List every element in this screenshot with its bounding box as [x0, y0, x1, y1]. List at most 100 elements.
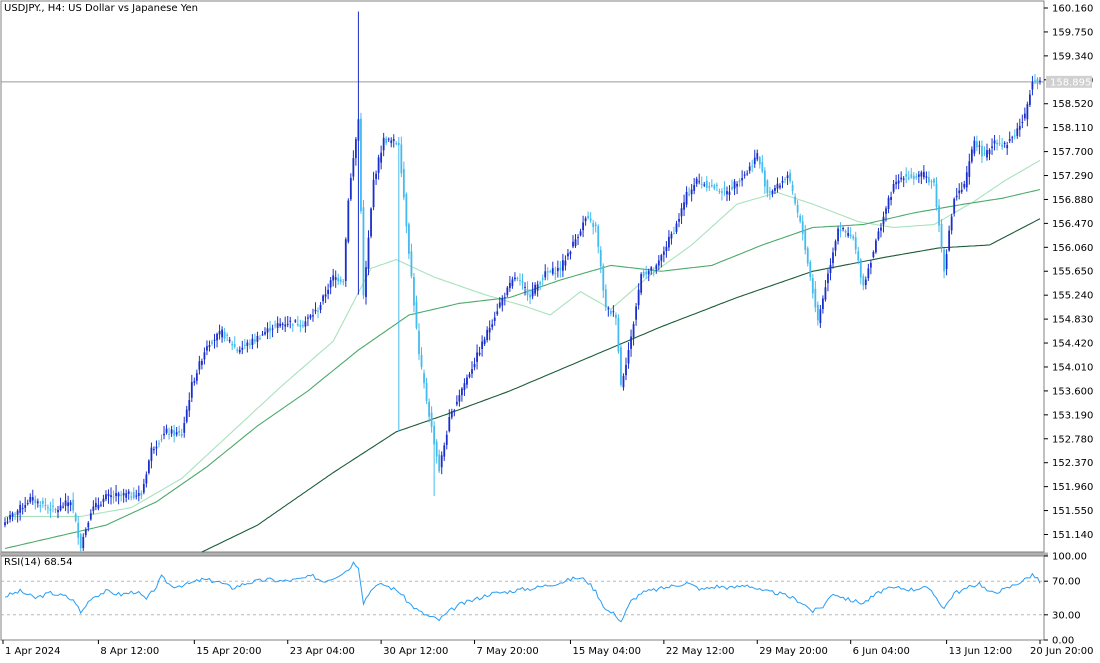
- candle-body: [584, 218, 587, 222]
- candle-body: [458, 395, 461, 402]
- candle: [269, 320, 271, 340]
- candle-body: [796, 204, 799, 213]
- candle-body: [347, 200, 350, 242]
- candle-body: [304, 321, 307, 327]
- candle-body: [261, 334, 264, 336]
- candle: [483, 336, 486, 346]
- candle: [693, 177, 696, 195]
- candle-body: [556, 267, 559, 272]
- candle-body: [708, 186, 711, 188]
- candle-body: [774, 187, 776, 191]
- candle: [473, 357, 476, 371]
- candle: [920, 170, 923, 185]
- candle: [668, 230, 670, 252]
- candle-body: [26, 503, 29, 505]
- candle-body: [693, 184, 696, 191]
- candle-body: [372, 179, 375, 208]
- candle-body: [1003, 142, 1006, 144]
- candle-body: [804, 230, 807, 250]
- candle: [79, 532, 82, 552]
- candle: [950, 213, 953, 235]
- candle-body: [352, 158, 355, 177]
- candle-body: [299, 324, 302, 327]
- time-tick-label: 13 Jun 12:00: [949, 646, 1013, 657]
- candle-body: [375, 173, 377, 180]
- candle-body: [173, 430, 176, 436]
- candle: [185, 405, 188, 424]
- candle: [206, 340, 208, 356]
- candle-body: [885, 208, 887, 214]
- candle-body: [198, 361, 201, 370]
- candle-body: [19, 504, 22, 513]
- candle-body: [897, 180, 900, 184]
- candle: [352, 150, 355, 181]
- candle-body: [746, 173, 749, 175]
- candle: [804, 224, 807, 255]
- price-tick-label: 154.830: [1052, 315, 1093, 326]
- candle-body: [958, 190, 961, 194]
- candle-body: [705, 180, 708, 188]
- candle: [602, 263, 605, 299]
- candle: [892, 179, 895, 194]
- candle: [112, 490, 115, 504]
- candle-body: [710, 185, 713, 187]
- candle: [564, 255, 567, 271]
- time-tick-label: 29 May 20:00: [759, 646, 828, 657]
- candle: [746, 170, 749, 176]
- candle: [723, 181, 726, 196]
- candle: [208, 340, 211, 352]
- candle: [880, 223, 882, 238]
- candle: [829, 258, 832, 281]
- candle-body: [281, 323, 284, 326]
- candle: [615, 312, 617, 326]
- rsi-panel-frame: [0, 555, 1045, 641]
- candle-body: [1026, 104, 1029, 120]
- candle: [47, 504, 49, 514]
- candle: [29, 493, 32, 504]
- candle: [190, 374, 193, 403]
- candle-body: [877, 231, 880, 240]
- candle: [844, 229, 847, 238]
- candle-body: [107, 494, 110, 497]
- candle-body: [193, 381, 196, 383]
- candle: [453, 409, 456, 417]
- candle-body: [142, 483, 145, 493]
- candle: [1034, 74, 1036, 85]
- candle-body: [925, 176, 928, 178]
- candle-body: [662, 251, 665, 255]
- candle-body: [567, 253, 569, 257]
- candle: [72, 492, 75, 514]
- time-tick-label: 30 Apr 12:00: [383, 646, 448, 657]
- candle-body: [385, 138, 388, 144]
- candle: [67, 495, 70, 514]
- price-tick-label: 156.880: [1052, 195, 1093, 206]
- candle: [296, 315, 299, 327]
- candle: [158, 440, 160, 448]
- candle: [819, 304, 822, 328]
- candle-body: [1036, 79, 1039, 84]
- candle: [680, 203, 683, 225]
- price-tick-label: 157.700: [1052, 147, 1093, 158]
- candle: [26, 499, 29, 506]
- candle-body: [443, 445, 446, 457]
- candle-body: [935, 183, 938, 207]
- candle: [322, 294, 324, 305]
- candle: [955, 187, 958, 201]
- candle-body: [89, 513, 92, 520]
- candle: [948, 225, 951, 252]
- candle-body: [678, 218, 680, 222]
- candle-body: [246, 342, 249, 346]
- candle: [125, 489, 128, 503]
- candle: [839, 222, 842, 238]
- candle: [809, 259, 812, 281]
- candle-body: [857, 251, 860, 261]
- candle: [94, 497, 97, 511]
- candle-body: [79, 534, 82, 549]
- candle: [678, 213, 680, 228]
- candle-body: [751, 165, 754, 167]
- candle-body: [160, 439, 163, 441]
- candle: [188, 392, 191, 418]
- candle-body: [87, 522, 90, 528]
